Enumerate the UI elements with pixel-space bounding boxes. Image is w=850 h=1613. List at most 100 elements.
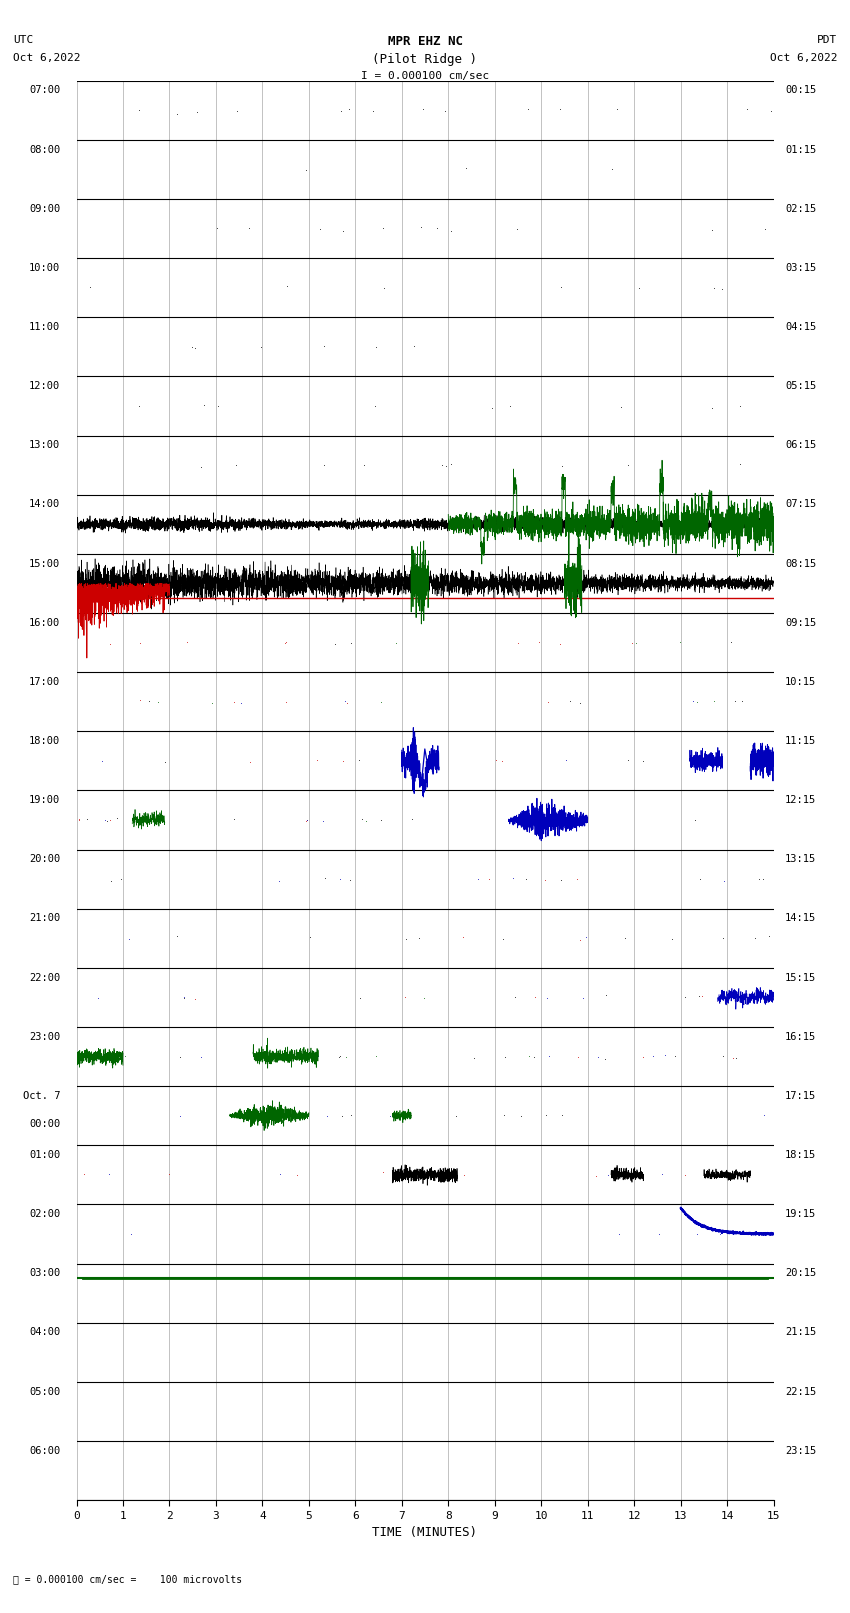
Point (310, 747, 324, 773)
Point (388, 631, 402, 656)
Text: 12:15: 12:15 (785, 795, 816, 805)
Text: PDT: PDT (817, 35, 837, 45)
Text: 21:15: 21:15 (785, 1327, 816, 1337)
Text: 04:00: 04:00 (29, 1327, 60, 1337)
Point (694, 984, 708, 1010)
Point (732, 986, 745, 1011)
Point (573, 690, 586, 716)
Point (334, 98, 348, 124)
Point (359, 808, 372, 834)
Point (542, 808, 556, 834)
Point (124, 1221, 138, 1247)
Point (343, 1103, 357, 1129)
Point (554, 274, 568, 300)
Point (439, 453, 452, 479)
Point (678, 984, 692, 1010)
Point (705, 216, 718, 242)
Point (194, 1044, 207, 1069)
Point (602, 1163, 615, 1189)
Point (456, 924, 470, 950)
Point (570, 866, 584, 892)
Point (757, 1103, 771, 1129)
Point (609, 97, 623, 123)
Point (320, 1103, 334, 1129)
Text: I = 0.000100 cm/sec: I = 0.000100 cm/sec (361, 71, 489, 81)
Point (328, 631, 342, 656)
Point (726, 984, 740, 1010)
Point (756, 866, 769, 892)
Point (300, 806, 314, 832)
Point (230, 452, 243, 477)
Point (646, 1044, 660, 1069)
Point (369, 1044, 382, 1069)
Text: Oct 6,2022: Oct 6,2022 (13, 53, 80, 63)
Point (173, 1044, 187, 1069)
Text: 08:15: 08:15 (785, 558, 816, 568)
Point (318, 332, 332, 358)
Point (158, 748, 172, 774)
Point (416, 97, 430, 123)
Point (162, 1161, 175, 1187)
Point (170, 100, 184, 126)
Point (103, 806, 116, 832)
Point (658, 1042, 672, 1068)
Point (621, 747, 635, 773)
Point (317, 452, 331, 477)
Point (729, 1045, 743, 1071)
Point (576, 984, 590, 1010)
Text: 05:00: 05:00 (29, 1387, 60, 1397)
Point (299, 808, 313, 834)
Point (99, 808, 112, 834)
Point (444, 218, 457, 244)
Point (369, 394, 382, 419)
Point (752, 866, 766, 892)
Point (538, 866, 552, 892)
Point (489, 747, 502, 773)
Point (435, 452, 449, 477)
Point (459, 155, 473, 181)
Point (280, 273, 294, 298)
Text: 22:15: 22:15 (785, 1387, 816, 1397)
Text: 17:15: 17:15 (785, 1090, 816, 1100)
Text: 10:00: 10:00 (29, 263, 60, 273)
Point (177, 984, 190, 1010)
Point (444, 450, 457, 476)
Point (502, 394, 516, 419)
Point (706, 274, 720, 300)
Text: 09:00: 09:00 (29, 203, 60, 213)
Text: 14:15: 14:15 (785, 913, 816, 923)
Point (510, 216, 524, 242)
Text: 07:00: 07:00 (29, 85, 60, 95)
Point (142, 687, 156, 713)
Point (355, 806, 369, 832)
Point (407, 332, 421, 358)
Point (274, 1161, 287, 1187)
Point (472, 866, 485, 892)
Point (311, 1044, 325, 1069)
Point (630, 631, 643, 656)
Text: Oct. 7: Oct. 7 (23, 1090, 60, 1100)
Point (80, 806, 94, 832)
Point (559, 747, 573, 773)
Point (457, 1161, 471, 1187)
Point (637, 748, 650, 774)
Point (726, 1045, 740, 1071)
Point (313, 216, 326, 242)
Point (338, 689, 352, 715)
Point (580, 924, 593, 950)
Point (243, 748, 257, 774)
Text: 22:00: 22:00 (29, 973, 60, 982)
Point (299, 156, 313, 182)
Point (316, 808, 330, 834)
Point (713, 1221, 727, 1247)
Point (612, 1221, 626, 1247)
Point (336, 748, 349, 774)
Text: 19:00: 19:00 (29, 795, 60, 805)
Point (686, 689, 700, 715)
Text: ℓ = 0.000100 cm/sec =    100 microvolts: ℓ = 0.000100 cm/sec = 100 microvolts (13, 1574, 242, 1584)
Point (334, 866, 348, 892)
Point (563, 689, 576, 715)
Point (598, 1045, 612, 1071)
X-axis label: TIME (MINUTES): TIME (MINUTES) (372, 1526, 478, 1539)
Point (541, 1042, 555, 1068)
